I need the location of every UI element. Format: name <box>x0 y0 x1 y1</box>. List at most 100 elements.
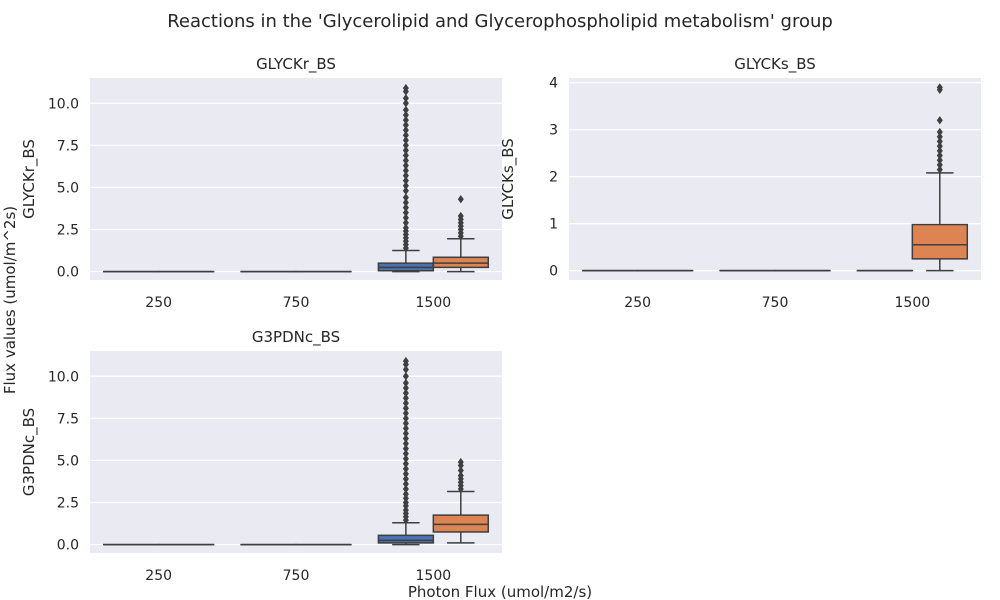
outlier-point <box>402 218 409 227</box>
outlier-point <box>402 489 409 499</box>
outlier-point <box>402 181 409 190</box>
outlier-point <box>936 137 943 146</box>
plot-area <box>90 78 502 280</box>
y-tick-label: 0 <box>549 264 558 280</box>
outlier-point <box>402 372 409 381</box>
outlier-point <box>402 388 409 398</box>
outlier-point <box>402 198 409 207</box>
outlier-point <box>402 193 409 202</box>
outlier-point <box>402 409 409 418</box>
outlier-point <box>402 156 409 165</box>
outlier-point <box>402 125 409 135</box>
box-1500-series-2 <box>911 83 969 272</box>
y-tick-label: 2.5 <box>57 223 79 239</box>
outlier-point <box>402 356 409 366</box>
x-tick-label: 750 <box>283 295 310 311</box>
x-tick-label: 250 <box>145 568 172 584</box>
outlier-point <box>402 505 409 515</box>
outlier-point <box>457 457 464 467</box>
outlier-point <box>402 110 409 120</box>
outlier-point <box>402 99 409 108</box>
outlier-point <box>402 213 409 222</box>
y-tick-label: 7.5 <box>57 138 79 154</box>
box-body <box>432 514 490 533</box>
outlier-point <box>402 469 409 479</box>
figure-y-label: Flux values (umol/m^2s) <box>1 206 19 394</box>
outlier-point <box>402 404 409 413</box>
y-tick-label: 5.0 <box>57 453 79 469</box>
outlier-point <box>402 424 409 433</box>
outlier-point <box>936 83 943 92</box>
subplot-title: GLYCKr_BS <box>256 55 336 74</box>
outlier-point <box>402 378 409 388</box>
y-tick-label: 2.5 <box>57 496 79 512</box>
x-tick-label: 250 <box>145 295 172 311</box>
outlier-point <box>402 474 409 484</box>
y-tick-label: 10.0 <box>48 96 79 112</box>
outlier-point <box>402 83 409 93</box>
outlier-point <box>936 156 943 165</box>
y-tick-label: 2 <box>549 170 558 186</box>
x-tick-label: 1500 <box>416 568 452 584</box>
outlier-point <box>936 151 943 160</box>
outlier-point <box>402 414 409 423</box>
outlier-point <box>402 171 409 180</box>
outlier-point <box>402 186 409 195</box>
y-tick-label: 10.0 <box>48 369 79 385</box>
y-tick-label: 4 <box>549 76 558 92</box>
outlier-point <box>402 115 409 125</box>
outlier-point <box>402 161 409 170</box>
outlier-point <box>402 393 409 403</box>
outlier-point <box>936 141 943 151</box>
outlier-point <box>402 464 409 474</box>
outlier-point <box>402 439 409 448</box>
outlier-point <box>402 131 409 140</box>
outlier-point <box>402 444 409 453</box>
outlier-point <box>402 120 409 130</box>
box-body <box>911 223 969 260</box>
y-tick-label: 0.0 <box>57 538 79 554</box>
y-tick-label: 3 <box>549 123 558 139</box>
subplot-1: 0.0 2.5 5.0 7.5 10.0 250 750 1500 GLYCKr_BS GLYCK… <box>20 55 502 311</box>
outlier-point <box>936 146 943 156</box>
subplot-3: 0.0 2.5 5.0 7.5 10.0 250 750 1500 G3PDNc_BS G3PDN… <box>20 328 502 584</box>
subplot-y-label: G3PDNc_BS <box>20 408 39 496</box>
outlier-point <box>402 419 409 428</box>
outlier-point <box>402 449 409 458</box>
x-tick-label: 1500 <box>895 295 931 311</box>
outlier-point <box>402 383 409 393</box>
outlier-point <box>936 132 943 141</box>
box-1500-series-1 <box>377 356 435 546</box>
figure-x-label: Photon Flux (umol/m2/s) <box>408 583 592 600</box>
outlier-point <box>457 195 464 204</box>
outlier-point <box>402 484 409 494</box>
outlier-point <box>936 165 943 174</box>
y-tick-label: 5.0 <box>57 180 79 196</box>
outlier-point <box>402 479 409 489</box>
outlier-point <box>402 166 409 175</box>
subplot-2: 0 1 2 3 4 250 750 1500 GLYCKs_BS GLYCKs_BS <box>499 55 981 311</box>
outlier-point <box>402 454 409 463</box>
subplots: 0.0 2.5 5.0 7.5 10.0 250 750 1500 GLYCKr_BS GLYCK… <box>20 55 981 584</box>
x-tick-label: 250 <box>624 295 651 311</box>
y-tick-label: 7.5 <box>57 411 79 427</box>
outlier-point <box>936 160 943 170</box>
outlier-point <box>402 136 409 145</box>
outlier-point <box>936 127 943 137</box>
outlier-point <box>936 116 943 125</box>
subplot-y-label: GLYCKs_BS <box>499 138 518 220</box>
box-1500-series-2 <box>432 195 490 273</box>
figure-title: Reactions in the 'Glycerolipid and Glyce… <box>167 11 833 32</box>
outlier-point <box>402 498 409 507</box>
outlier-point <box>402 459 409 468</box>
outlier-point <box>402 365 409 374</box>
y-tick-label: 0.0 <box>57 265 79 281</box>
outlier-point <box>402 223 409 233</box>
outlier-point <box>402 141 409 150</box>
subplot-title: GLYCKs_BS <box>734 55 816 74</box>
outlier-point <box>402 105 409 115</box>
x-tick-label: 750 <box>283 568 310 584</box>
outlier-point <box>402 146 409 155</box>
outlier-point <box>457 466 464 475</box>
